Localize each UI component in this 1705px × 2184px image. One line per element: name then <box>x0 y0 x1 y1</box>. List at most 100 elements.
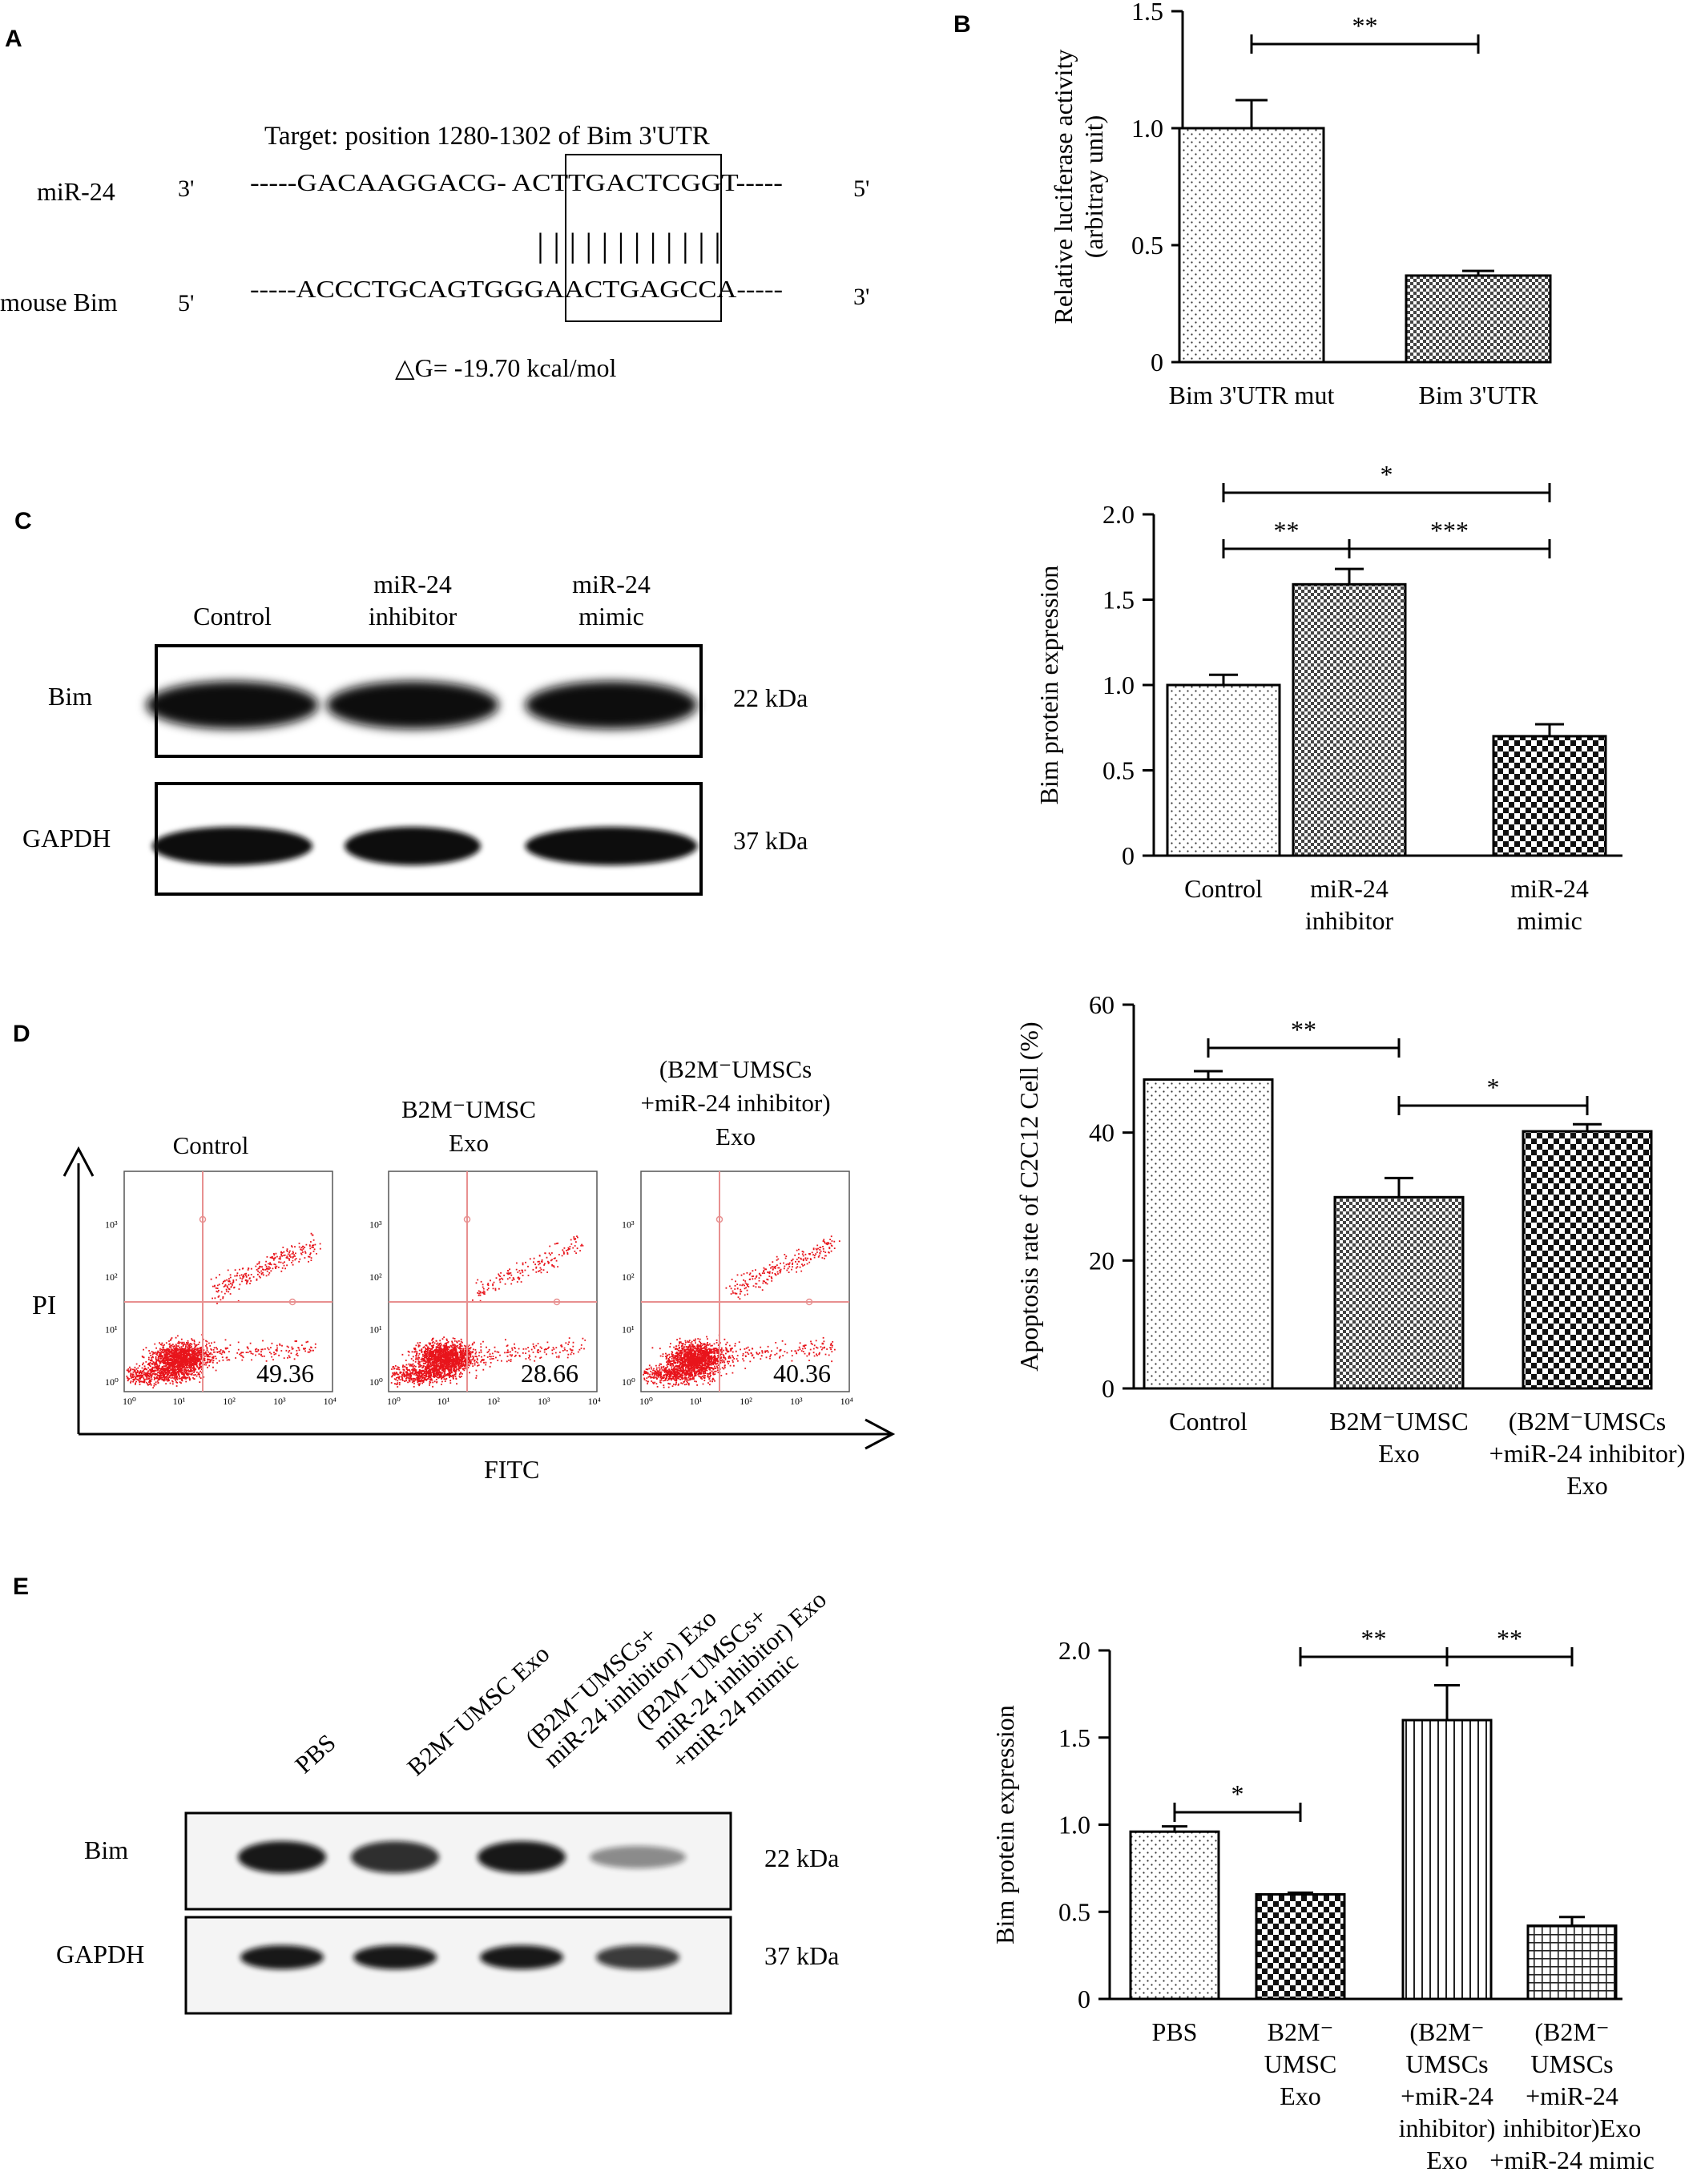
y-tick-label: 1.5 <box>1131 0 1163 26</box>
category-label: B2M⁻UMSC Exo <box>1329 1407 1468 1468</box>
y-tick-label: 1.0 <box>1131 114 1163 143</box>
flow-x-tick: 10¹ <box>437 1396 450 1407</box>
blot-e-lane-label-line: B2M⁻UMSC Exo <box>401 1639 554 1781</box>
flow-x-tick: 10⁰ <box>639 1396 653 1407</box>
flow-y-tick: 10¹ <box>622 1324 635 1336</box>
bar <box>1526 1924 1618 2001</box>
blot-e-row-gapdh: GAPDH <box>56 1940 144 1968</box>
flow-x-tick: 10² <box>487 1396 500 1407</box>
category-label-line: +miR-24 <box>1401 2081 1493 2110</box>
gate-handle <box>553 1298 561 1306</box>
significance-stars: * <box>1487 1073 1500 1102</box>
blot-e-lane-labels: PBS B2M⁻UMSC Exo(B2M⁻UMSCs+miR-24 inhibit… <box>289 1585 832 1781</box>
y-tick-label: 2.0 <box>1102 500 1135 529</box>
category-label-line: B2M⁻UMSC <box>1329 1407 1468 1436</box>
y-tick-label: 2.0 <box>1058 1636 1090 1665</box>
category-label: (B2M⁻ UMSCs +miR-24 inhibitor)Exo +miR-24 mi… <box>1489 2017 1655 2174</box>
y-axis-label-line: (arbitray unit) <box>1079 115 1108 259</box>
mouse-bim-label: mouse Bim <box>0 288 118 316</box>
category-label-line: Bim 3'UTR <box>1419 381 1539 409</box>
category-label-line: miR-24 <box>1510 874 1589 903</box>
flow-plot-title: Control <box>173 1131 249 1159</box>
band-bim <box>351 1841 439 1873</box>
mir-3prime-end: 3' <box>178 175 194 202</box>
category-label-line: inhibitor) <box>1399 2113 1496 2142</box>
chart-b: B 0 0.5 1.0 1.5 Relative luciferase activity(… <box>953 0 1552 409</box>
flow-x-arrowhead <box>865 1418 896 1450</box>
category-label-line: PBS <box>1152 2017 1198 2046</box>
flow-plot-title-line: B2M⁻UMSC <box>401 1095 536 1123</box>
significance-stars: ** <box>1352 11 1378 40</box>
bar <box>1292 582 1407 857</box>
flow-y-tick: 10² <box>105 1271 118 1283</box>
mir-24-sequence: -----GACAAGGACG- ACTTGACTCGGT----- <box>250 168 783 196</box>
category-label-line: UMSCs <box>1405 2049 1488 2078</box>
category-label-line: Exo <box>1378 1439 1420 1468</box>
blot-c-lane-label: Control <box>193 602 272 631</box>
significance-stars: * <box>1381 460 1393 489</box>
blot-c-size-bim: 22 kDa <box>733 683 808 712</box>
y-tick-label: 1.0 <box>1102 671 1135 699</box>
gate-handle <box>463 1215 471 1223</box>
category-label: Bim 3'UTR <box>1419 381 1539 409</box>
flow-event-dots <box>126 1232 321 1388</box>
flow-x-tick: 10⁴ <box>588 1396 601 1407</box>
category-label: Bim 3'UTR mut <box>1169 381 1335 409</box>
category-label-line: mimic <box>1517 906 1582 935</box>
y-tick-label: 1.0 <box>1058 1811 1090 1839</box>
flow-y-tick: 10⁰ <box>622 1376 635 1388</box>
flow-plot-title-line: Exo <box>715 1122 756 1150</box>
y-tick-label: 40 <box>1089 1118 1114 1147</box>
flow-plot-title-line: Control <box>173 1131 249 1159</box>
gate-handle <box>199 1215 207 1223</box>
blot-e-lane-label: PBS <box>289 1728 341 1779</box>
y-axis-label: Bim protein expression <box>1034 566 1063 805</box>
category-label-line: UMSCs <box>1530 2049 1613 2078</box>
flow-ylabel-pi: PI <box>32 1291 56 1320</box>
flow-y-tick: 10² <box>622 1271 635 1283</box>
significance-stars: *** <box>1430 516 1469 545</box>
flow-y-tick: 10¹ <box>369 1324 382 1336</box>
bim-3prime-end: 3' <box>853 284 869 310</box>
flow-plot-title: (B2M⁻UMSCs +miR-24 inhibitor) Exo <box>640 1055 830 1150</box>
flow-quadrant-value: 40.36 <box>773 1359 831 1388</box>
blot-c-lane-label-line: mimic <box>578 602 644 631</box>
blot-c-row-gapdh: GAPDH <box>22 824 111 852</box>
bar <box>1522 1130 1653 1390</box>
bar <box>1401 1719 1493 2001</box>
y-axis-label-line: Relative luciferase activity <box>1049 50 1078 324</box>
flow-x-tick: 10⁴ <box>840 1396 853 1407</box>
blot-e-lane-label-line: PBS <box>289 1728 341 1779</box>
category-label-line: Control <box>1184 874 1263 903</box>
y-tick-label: 0 <box>1078 1985 1090 2013</box>
flow-x-tick: 10⁰ <box>387 1396 401 1407</box>
blot-c-lane-label-line: inhibitor <box>369 602 457 631</box>
y-tick-label: 60 <box>1089 990 1114 1019</box>
flow-plot-3: (B2M⁻UMSCs +miR-24 inhibitor) Exo 40.36 10⁰ 1… <box>622 1055 853 1407</box>
category-label-line: (B2M⁻ <box>1409 2017 1484 2046</box>
panel-label-e: E <box>13 1574 29 1600</box>
blot-c-lane-label-line: miR-24 <box>373 570 452 598</box>
flow-event-dots <box>643 1235 840 1388</box>
significance-stars: ** <box>1497 1624 1522 1653</box>
mir-5prime-end: 5' <box>853 175 869 202</box>
band-bim <box>590 1846 686 1868</box>
y-axis-label-line: Bim protein expression <box>990 1705 1019 1944</box>
bar <box>1255 1893 1346 2001</box>
category-label-line: inhibitor)Exo <box>1503 2113 1641 2142</box>
panel-label-b: B <box>953 11 971 38</box>
band-bim <box>525 681 698 729</box>
band-bim <box>478 1841 566 1873</box>
significance-stars: ** <box>1361 1624 1387 1653</box>
panel-e-blot: E PBS B2M⁻UMSC Exo(B2M⁻UMSCs+miR-24 inhib… <box>13 1574 839 2015</box>
flow-plot-1: Control 49.36 10⁰ 10⁰ 10¹ 10¹ 10² 10² 10³ 10³ 10⁴ <box>105 1131 337 1407</box>
significance-stars: * <box>1231 1779 1244 1808</box>
category-label-line: (B2M⁻UMSCs <box>1509 1407 1667 1436</box>
flow-x-tick: 10⁴ <box>324 1396 337 1407</box>
bar <box>1143 1078 1274 1390</box>
category-label-line: +miR-24 <box>1526 2081 1618 2110</box>
flow-x-tick: 10⁰ <box>123 1396 136 1407</box>
